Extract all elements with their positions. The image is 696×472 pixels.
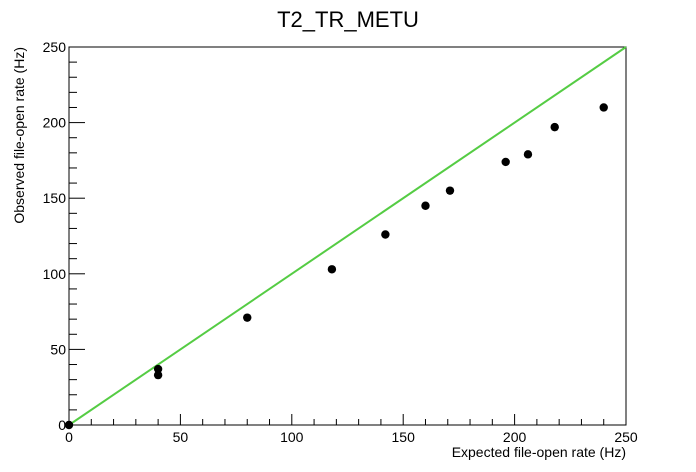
data-point	[64, 420, 74, 430]
y-tick-label: 100	[43, 266, 67, 282]
reference-line-group	[68, 46, 627, 426]
data-point	[550, 122, 559, 132]
data-point	[501, 157, 510, 167]
axis-ticks	[68, 46, 627, 426]
y-tick-label: 0	[58, 417, 66, 433]
y-axis-label: Observed file-open rate (Hz)	[11, 47, 27, 224]
x-tick-label: 100	[280, 429, 304, 445]
plot-frame	[68, 46, 627, 426]
x-tick-label: 250	[614, 429, 638, 445]
data-points	[64, 103, 608, 430]
data-point	[327, 265, 337, 274]
data-point	[599, 103, 608, 112]
x-tick-label: 200	[503, 429, 527, 445]
y-tick-label: 50	[50, 341, 66, 357]
y-tick-label: 150	[43, 190, 67, 206]
y-tick-label: 200	[43, 115, 67, 131]
x-axis-label: Expected file-open rate (Hz)	[452, 444, 626, 460]
data-point	[153, 370, 163, 380]
x-tick-label: 150	[392, 429, 416, 445]
data-point	[421, 201, 430, 210]
reference-line	[68, 46, 627, 426]
chart-title: T2_TR_METU	[277, 7, 419, 32]
plot-area-border	[68, 46, 627, 426]
x-tick-label: 0	[65, 429, 73, 445]
data-point	[243, 313, 252, 322]
data-point	[445, 186, 455, 195]
data-point	[153, 364, 163, 374]
x-tick-label: 50	[173, 429, 189, 445]
data-point	[381, 230, 390, 239]
tick-labels: 0 50 100 150 200 250 0 50 100 150 200 250	[43, 39, 638, 445]
y-tick-label: 250	[43, 39, 67, 55]
data-point	[523, 150, 533, 159]
